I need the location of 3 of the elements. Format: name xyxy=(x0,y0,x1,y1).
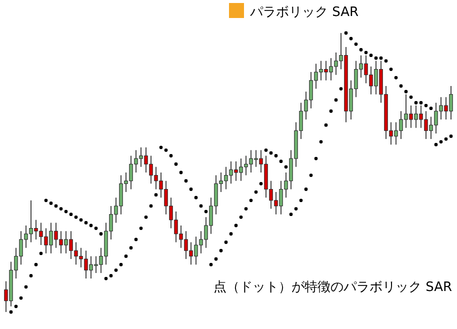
title: パラボリック SAR xyxy=(229,3,359,20)
annotation: 点（ドット）が特徴のパラボリック SAR xyxy=(213,280,452,295)
chart-title: パラボリック SAR xyxy=(249,5,359,20)
